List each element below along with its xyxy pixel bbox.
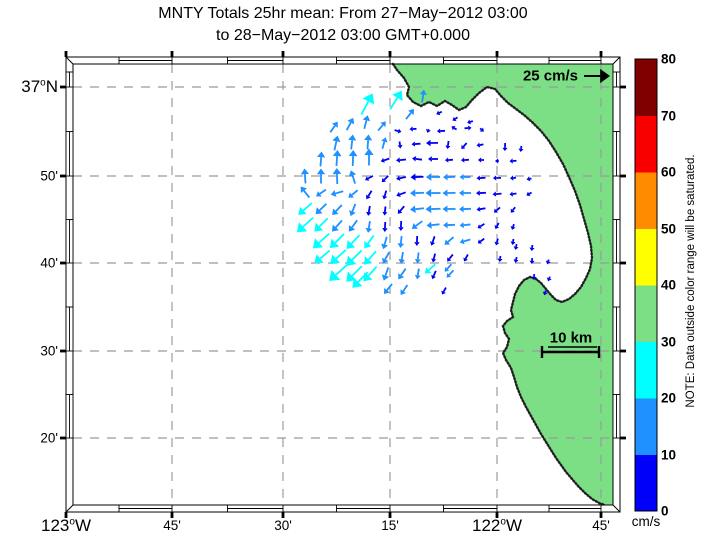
colorbar-units-label: cm/s	[631, 514, 661, 529]
y-tick-label: 50'	[40, 168, 58, 184]
x-tick-label: 123oW	[41, 516, 91, 535]
colorbar-tick-label: 10	[661, 447, 677, 462]
y-tick-label: 40'	[40, 255, 58, 271]
x-tick-label: 122oW	[472, 516, 522, 535]
reference-arrow-icon	[584, 68, 610, 84]
colorbar-tick-label: 70	[661, 108, 677, 123]
current-vector-field	[296, 89, 552, 296]
scale-bar	[540, 346, 601, 358]
colorbar-tick-label: 0	[661, 503, 669, 519]
y-tick-label: 37oN	[21, 77, 58, 96]
x-tick-label: 45'	[592, 518, 610, 533]
coastline	[391, 62, 607, 507]
land-layer	[393, 64, 613, 505]
x-tick-label: 30'	[274, 518, 292, 533]
x-tick-label: 45'	[163, 518, 181, 533]
colorbar-tick-label: 30	[661, 334, 677, 349]
colorbar-note-text: NOTE: Data outside color range will be s…	[685, 154, 697, 408]
x-tick-label: 15'	[381, 518, 399, 533]
graticule-gridlines	[73, 64, 613, 505]
colorbar-tick-label: 20	[661, 390, 677, 406]
colorbar-tick-label: 60	[661, 164, 677, 180]
y-tick-label: 30'	[40, 343, 58, 359]
colorbar-tick-label: 50	[661, 221, 677, 236]
scale-bar-label: 10 km	[549, 329, 593, 347]
map-frame	[60, 51, 626, 518]
reference-arrow-label: 25 cm/s	[522, 67, 578, 85]
colorbar-tick-label: 80	[661, 51, 677, 67]
colorbar-tick-label: 40	[661, 277, 677, 293]
y-tick-label: 20'	[40, 430, 58, 446]
plot-title-line2: to 28−May−2012 03:00 GMT+0.000	[216, 27, 470, 44]
colorbar	[634, 58, 658, 512]
plot-title-line1: MNTY Totals 25hr mean: From 27−May−2012 …	[158, 5, 528, 22]
